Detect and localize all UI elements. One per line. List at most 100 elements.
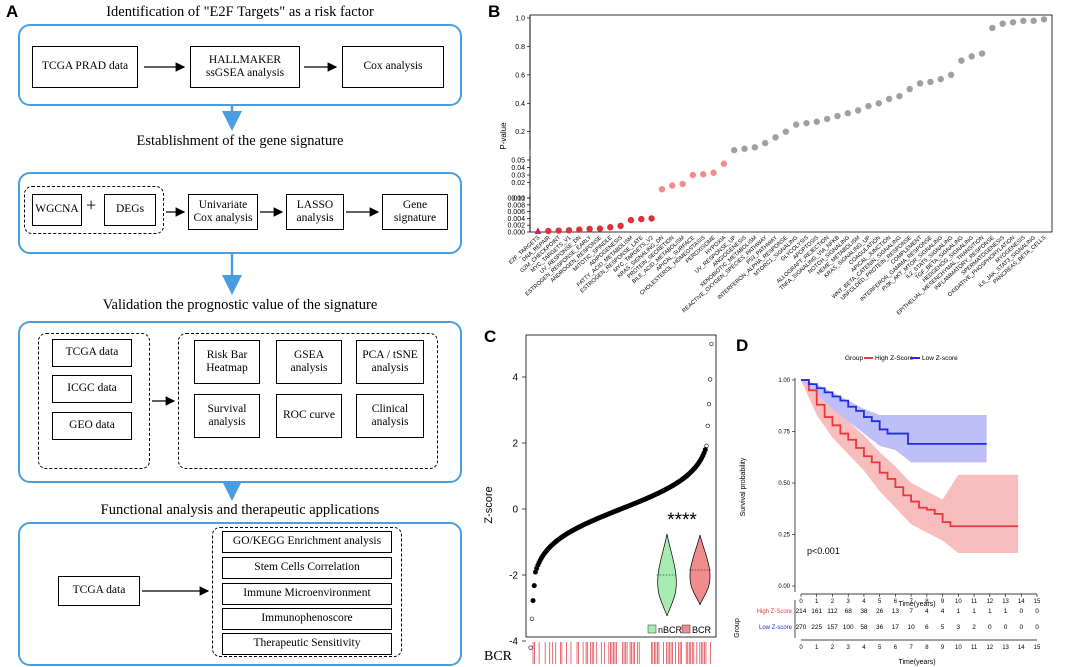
cox-box: Cox analysis	[342, 46, 444, 88]
d-table-count: 26	[876, 608, 884, 615]
b-point	[669, 182, 676, 189]
d-table-tick-label: 2	[831, 645, 835, 651]
c-point	[705, 423, 710, 428]
d-table-row-label: Low Z-score	[759, 625, 793, 631]
b-tick-label: 0.05	[511, 158, 525, 165]
b-point	[679, 180, 686, 188]
d-tick-label: 8	[925, 599, 929, 605]
c-legend: nBCR BCR	[647, 624, 712, 635]
data-sources-group	[38, 333, 150, 469]
b-point	[968, 53, 975, 60]
b-point	[627, 216, 635, 224]
b-point	[638, 215, 645, 223]
c-point	[528, 645, 533, 650]
d-tick-label: 13	[1002, 599, 1009, 605]
b-point	[854, 107, 862, 114]
c-point	[704, 443, 709, 449]
legend-bcr: BCR	[692, 625, 712, 635]
d-table-count: 161	[811, 608, 822, 615]
d-table-count: 17	[892, 624, 900, 631]
b-point	[823, 115, 831, 123]
zscore-waterfall-chart: Z-score -4 -2 0 2 4 **** nBCR BCR BCR	[483, 334, 717, 664]
b-point	[1020, 17, 1027, 25]
b-point	[947, 71, 955, 79]
tcga-data-box-2: TCGA data	[58, 576, 140, 606]
b-point	[648, 215, 655, 222]
d-table-count: 7	[909, 608, 913, 615]
stage3-title: Validation the prognostic value of the s…	[102, 297, 378, 313]
b-point	[978, 50, 986, 57]
flow-arrows	[142, 62, 380, 596]
c-tick-label: -2	[509, 571, 518, 582]
b-tick-label: 0.6	[515, 72, 525, 79]
d-table-count: 58	[860, 624, 868, 631]
d-high-ci	[801, 380, 1019, 554]
d-table-count: 100	[843, 624, 854, 631]
wgcna-box: WGCNA	[32, 194, 82, 226]
therapeutic-box: Therapeutic Sensitivity	[222, 633, 392, 655]
d-table-tick-label: 4	[862, 645, 866, 651]
d-table-count: 5	[941, 624, 945, 631]
panel-d-label: D	[736, 336, 749, 355]
d-tick-label: 4	[862, 599, 866, 605]
d-low-curve	[801, 379, 987, 445]
d-table-count: 225	[811, 624, 822, 631]
d-table-count: 4	[941, 608, 945, 615]
panel-b-label: B	[488, 2, 501, 21]
d-tick-label: 0.50	[778, 481, 790, 487]
d-tick-label: 1	[815, 599, 819, 605]
d-legend-low: Low Z-score	[922, 355, 958, 362]
legend-nbcr: nBCR	[658, 625, 683, 635]
functional-group	[212, 527, 402, 657]
b-tick-label: 0.04	[511, 165, 525, 172]
d-legend-high: High Z-Score	[875, 355, 914, 362]
d-table-count: 2	[972, 624, 976, 631]
d-tick-label: 0.75	[778, 430, 790, 436]
d-table-count: 1	[1004, 608, 1008, 615]
geo-data-box: GEO data	[52, 412, 132, 440]
b-point	[596, 225, 604, 232]
b-point	[844, 110, 851, 117]
d-table-count: 1	[988, 608, 992, 615]
d-table-count: 1	[957, 608, 961, 615]
b-point	[927, 78, 934, 86]
legend-nbcr-swatch	[647, 624, 657, 634]
d-legend-title: Group	[845, 355, 863, 362]
d-table-tick-label: 15	[1034, 645, 1041, 651]
lasso-box: LASSO analysis	[286, 194, 344, 230]
tcga-prad-box: TCGA PRAD data	[32, 46, 138, 88]
b-point	[813, 118, 821, 125]
stage2-title: Establishment of the gene signature	[136, 133, 344, 149]
b-point	[792, 121, 800, 128]
b-point	[803, 119, 810, 127]
d-tick-label: 5	[878, 599, 882, 605]
c-bcr-label: BCR	[484, 649, 513, 664]
b-tick-label: 0.006	[507, 209, 525, 216]
b-tick-label: 0.008	[507, 202, 525, 209]
c-point	[709, 341, 714, 347]
b-point	[617, 222, 624, 230]
c-plot-frame	[525, 334, 717, 638]
go-kegg-box: GO/KEGG Enrichment analysis	[222, 531, 392, 553]
c-significance: ****	[667, 510, 697, 531]
roc-box: ROC curve	[276, 394, 342, 438]
b-point	[937, 75, 944, 83]
univariate-cox-box: Univariate Cox analysis	[188, 194, 258, 230]
b-point	[782, 128, 790, 135]
b-point	[1030, 17, 1037, 25]
b-point	[658, 186, 666, 193]
d-table-tick-label: 12	[986, 645, 993, 651]
d-tick-label: 3	[847, 599, 851, 605]
d-table-row-label: High Z-Score	[757, 609, 793, 615]
d-table-tick-label: 7	[909, 645, 913, 651]
d-legend: Group High Z-Score Low Z-score	[845, 355, 958, 362]
d-table-count: 0	[1035, 624, 1039, 631]
d-table-count: 214	[796, 608, 807, 615]
plus-sign: +	[86, 195, 97, 215]
d-table-tick-label: 8	[925, 645, 929, 651]
risk-bar-box: Risk Bar Heatmap	[194, 340, 260, 384]
b-point	[534, 227, 542, 234]
c-point	[702, 447, 708, 453]
c-point	[529, 616, 534, 621]
gene-signature-box: Gene signature	[382, 194, 448, 230]
